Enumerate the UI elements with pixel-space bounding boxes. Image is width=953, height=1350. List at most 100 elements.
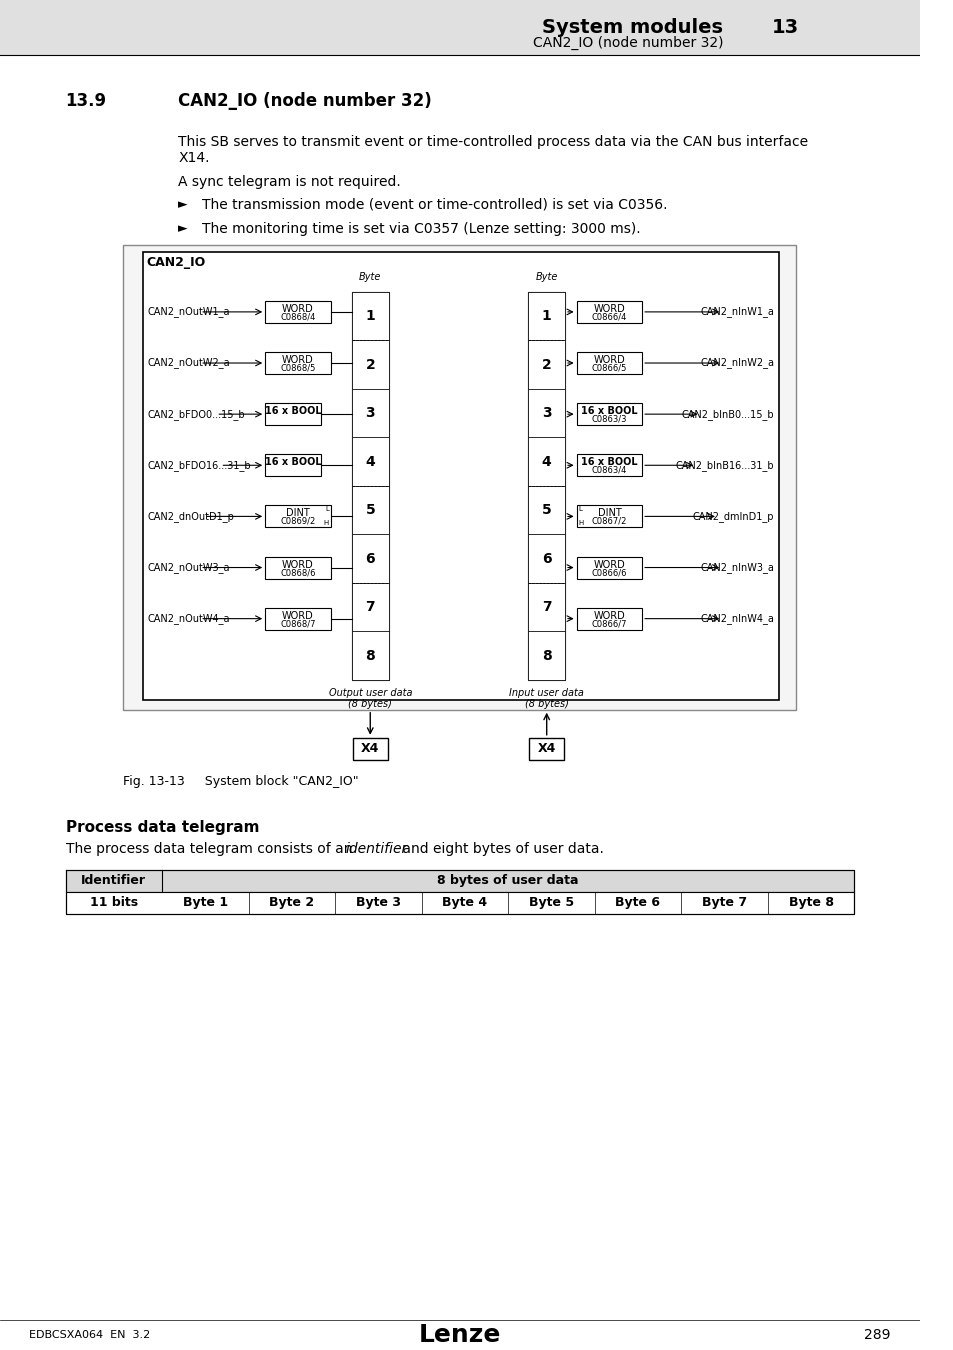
Bar	[265, 455, 321, 477]
Text: A sync telegram is not required.: A sync telegram is not required.	[178, 176, 400, 189]
Text: 1: 1	[365, 309, 375, 323]
Bar	[352, 583, 388, 632]
Text: L: L	[578, 506, 581, 513]
Bar	[352, 389, 388, 437]
Text: CAN2_bInB16...31_b: CAN2_bInB16...31_b	[675, 460, 774, 471]
Text: Byte 8: Byte 8	[788, 896, 833, 909]
Bar	[352, 437, 388, 486]
Bar	[528, 292, 564, 680]
Text: C0869/2: C0869/2	[280, 517, 315, 526]
Text: 16 x BOOL: 16 x BOOL	[580, 458, 637, 467]
Bar	[352, 486, 388, 535]
Bar	[576, 301, 641, 323]
Text: H: H	[323, 520, 329, 526]
Text: CAN2_nInW2_a: CAN2_nInW2_a	[700, 358, 774, 369]
Text: WORD: WORD	[593, 559, 624, 570]
Text: Byte 1: Byte 1	[183, 896, 228, 909]
Text: 16 x BOOL: 16 x BOOL	[265, 458, 321, 467]
Text: 5: 5	[541, 504, 551, 517]
Text: WORD: WORD	[593, 304, 624, 315]
Text: 4: 4	[541, 455, 551, 468]
Text: 289: 289	[863, 1327, 890, 1342]
Text: identifier: identifier	[345, 841, 407, 856]
Text: L: L	[325, 506, 329, 513]
Text: CAN2_nOutW3_a: CAN2_nOutW3_a	[148, 562, 230, 572]
Bar	[528, 535, 564, 583]
Text: 3: 3	[365, 406, 375, 420]
Bar	[352, 292, 388, 680]
Text: Lenze: Lenze	[418, 1323, 500, 1346]
Text: Byte: Byte	[535, 271, 558, 282]
Text: C0868/6: C0868/6	[280, 568, 315, 576]
Text: C0866/5: C0866/5	[591, 363, 626, 373]
Text: Process data telegram: Process data telegram	[66, 819, 259, 834]
Bar	[352, 340, 388, 389]
Text: CAN2_dmInD1_p: CAN2_dmInD1_p	[692, 510, 774, 522]
Text: 13.9: 13.9	[66, 92, 107, 109]
Text: CAN2_bFDO16...31_b: CAN2_bFDO16...31_b	[148, 460, 251, 471]
Bar	[265, 352, 331, 374]
Text: 1: 1	[541, 309, 551, 323]
Text: C0866/4: C0866/4	[591, 312, 626, 321]
Text: H: H	[578, 520, 583, 526]
Bar	[352, 535, 388, 583]
Text: Byte 5: Byte 5	[528, 896, 574, 909]
Text: C0868/5: C0868/5	[280, 363, 315, 373]
Text: This SB serves to transmit event or time-controlled process data via the CAN bus: This SB serves to transmit event or time…	[178, 135, 807, 165]
Text: CAN2_IO (node number 32): CAN2_IO (node number 32)	[532, 36, 722, 50]
Bar	[265, 608, 331, 629]
Bar	[576, 352, 641, 374]
Bar	[265, 404, 321, 425]
Text: System modules: System modules	[541, 19, 722, 38]
Text: C0867/2: C0867/2	[591, 517, 626, 526]
Text: The transmission mode (event or time-controlled) is set via C0356.: The transmission mode (event or time-con…	[202, 198, 667, 212]
Text: 2: 2	[365, 358, 375, 371]
Bar	[265, 505, 331, 528]
Bar	[529, 737, 563, 760]
Bar	[265, 301, 331, 323]
Text: C0866/6: C0866/6	[591, 568, 626, 576]
Text: WORD: WORD	[282, 304, 314, 315]
Text: CAN2_nOutW4_a: CAN2_nOutW4_a	[148, 613, 230, 624]
Text: 13: 13	[771, 19, 798, 38]
Text: C0868/4: C0868/4	[280, 312, 315, 321]
Text: DINT: DINT	[286, 509, 310, 518]
Text: DINT: DINT	[597, 509, 620, 518]
Bar	[265, 556, 331, 579]
Bar	[576, 455, 641, 477]
Bar	[528, 583, 564, 632]
Text: CAN2_dnOutD1_p: CAN2_dnOutD1_p	[148, 510, 234, 522]
Text: C0863/3: C0863/3	[591, 414, 626, 424]
Bar	[528, 340, 564, 389]
Text: 3: 3	[541, 406, 551, 420]
Text: (8 bytes): (8 bytes)	[524, 699, 568, 709]
Text: The monitoring time is set via C0357 (Lenze setting: 3000 ms).: The monitoring time is set via C0357 (Le…	[202, 221, 640, 236]
Text: CAN2_nInW4_a: CAN2_nInW4_a	[700, 613, 774, 624]
Bar	[0, 0, 919, 55]
Text: CAN2_nOutW2_a: CAN2_nOutW2_a	[148, 358, 230, 369]
Text: 5: 5	[365, 504, 375, 517]
Text: CAN2_IO: CAN2_IO	[147, 256, 206, 269]
Text: Byte 3: Byte 3	[355, 896, 400, 909]
Text: C0866/7: C0866/7	[591, 620, 626, 628]
Text: Identifier: Identifier	[81, 875, 146, 887]
Text: Byte: Byte	[358, 271, 381, 282]
Text: WORD: WORD	[282, 559, 314, 570]
Text: C0868/7: C0868/7	[280, 620, 315, 628]
Text: CAN2_nInW3_a: CAN2_nInW3_a	[700, 562, 774, 572]
Text: 16 x BOOL: 16 x BOOL	[580, 406, 637, 416]
Text: CAN2_bInB0...15_b: CAN2_bInB0...15_b	[680, 409, 774, 420]
Text: ►: ►	[178, 198, 188, 211]
Bar	[576, 404, 641, 425]
Bar	[352, 632, 388, 680]
Text: C0863/4: C0863/4	[591, 466, 626, 475]
Text: ►: ►	[178, 221, 188, 235]
Text: EDBCSXA064  EN  3.2: EDBCSXA064 EN 3.2	[29, 1330, 150, 1339]
Text: Byte 2: Byte 2	[269, 896, 314, 909]
Bar	[143, 252, 779, 699]
Bar	[123, 244, 796, 710]
Bar	[576, 556, 641, 579]
Text: The process data telegram consists of an: The process data telegram consists of an	[66, 841, 356, 856]
Text: WORD: WORD	[282, 355, 314, 364]
Text: CAN2_nOutW1_a: CAN2_nOutW1_a	[148, 306, 230, 317]
